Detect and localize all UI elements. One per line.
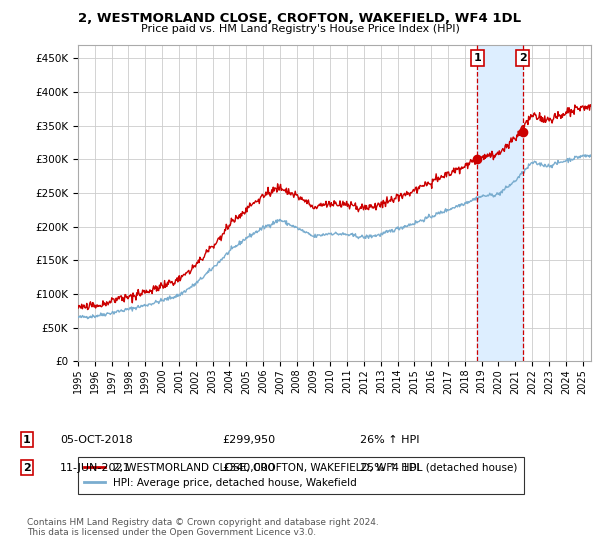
Text: 1: 1	[473, 53, 481, 63]
Legend: 2, WESTMORLAND CLOSE, CROFTON, WAKEFIELD, WF4 1DL (detached house), HPI: Average: 2, WESTMORLAND CLOSE, CROFTON, WAKEFIELD…	[78, 456, 524, 494]
Text: £299,950: £299,950	[222, 435, 275, 445]
Text: 2: 2	[519, 53, 527, 63]
Bar	[478, 45, 523, 361]
Text: 26% ↑ HPI: 26% ↑ HPI	[360, 435, 419, 445]
Text: £340,000: £340,000	[222, 463, 275, 473]
Text: 25% ↑ HPI: 25% ↑ HPI	[360, 463, 419, 473]
Text: 2, WESTMORLAND CLOSE, CROFTON, WAKEFIELD, WF4 1DL: 2, WESTMORLAND CLOSE, CROFTON, WAKEFIELD…	[79, 12, 521, 25]
Text: 05-OCT-2018: 05-OCT-2018	[60, 435, 133, 445]
Text: Contains HM Land Registry data © Crown copyright and database right 2024.
This d: Contains HM Land Registry data © Crown c…	[27, 518, 379, 538]
Text: 2: 2	[23, 463, 31, 473]
Text: 11-JUN-2021: 11-JUN-2021	[60, 463, 131, 473]
Text: Price paid vs. HM Land Registry's House Price Index (HPI): Price paid vs. HM Land Registry's House …	[140, 24, 460, 34]
Text: 1: 1	[23, 435, 31, 445]
